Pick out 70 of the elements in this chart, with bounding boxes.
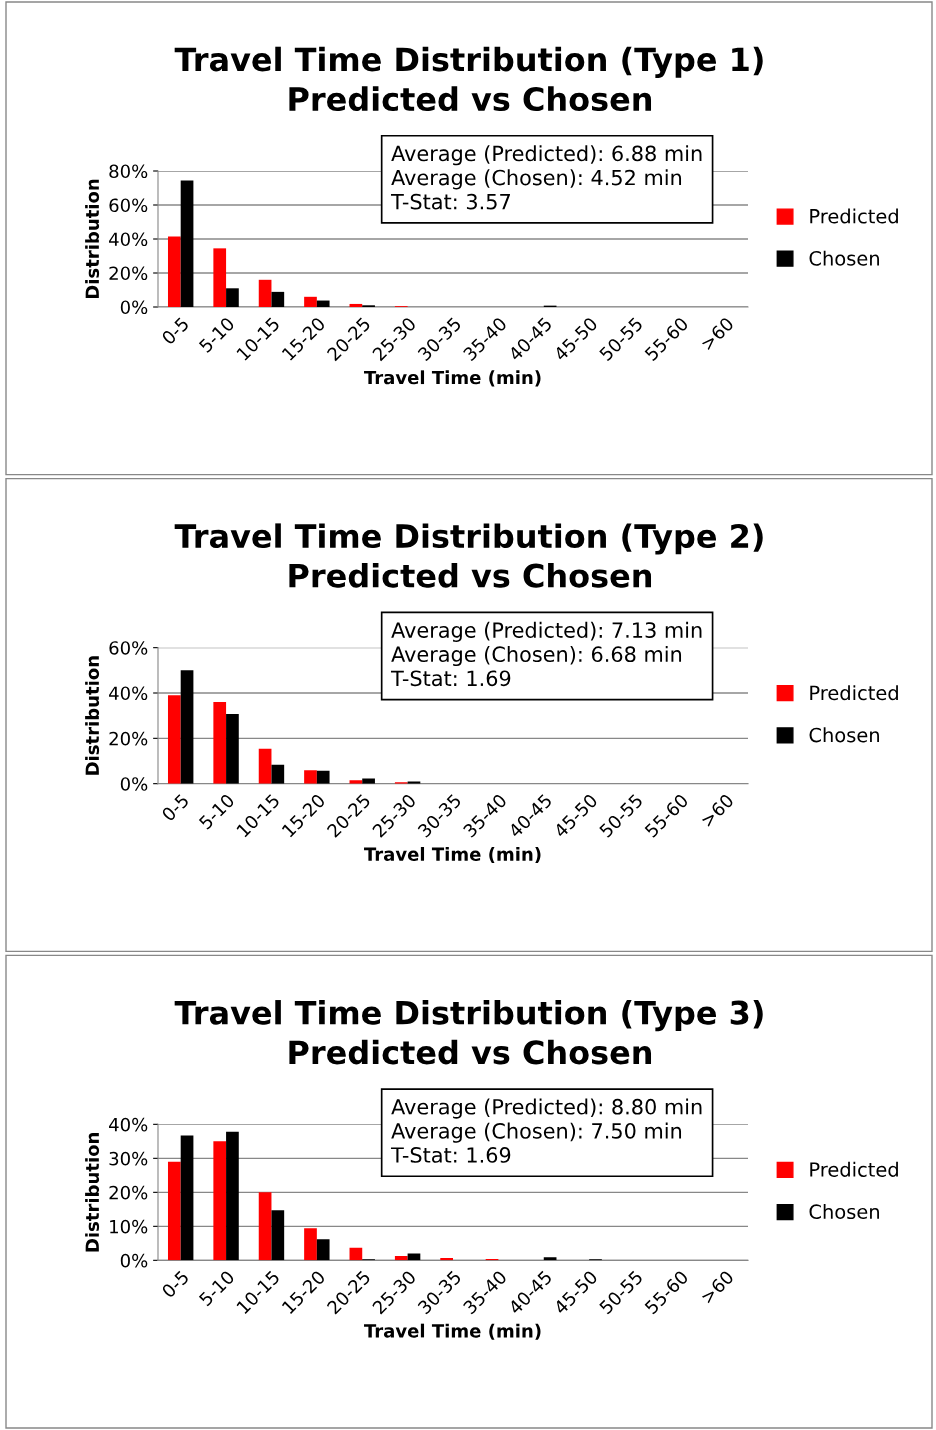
bar: [543, 1257, 557, 1261]
x-tick-label: 0-5: [160, 316, 190, 346]
y-tick-label: 0%: [120, 1253, 148, 1268]
bar: [304, 296, 317, 307]
bar: [167, 236, 181, 307]
bar: [349, 303, 363, 307]
legend-label: Chosen: [809, 727, 879, 743]
bar: [271, 764, 285, 784]
y-tick-label: 40%: [109, 1117, 148, 1132]
legend-label: Chosen: [809, 1204, 879, 1220]
legend-label: Predicted: [810, 208, 898, 224]
bar: [180, 1135, 194, 1261]
bar: [271, 1210, 285, 1261]
bar: [258, 279, 272, 307]
y-axis-title: Distribution: [85, 656, 100, 775]
bar: [316, 1239, 330, 1261]
bar: [167, 695, 181, 784]
y-tick-label: 40%: [109, 686, 148, 701]
y-tick-label: 60%: [109, 641, 148, 655]
bar: [394, 1255, 408, 1261]
bar: [226, 1131, 239, 1261]
bar: [213, 702, 227, 784]
text: Average (Predicted): 6.88 min: [391, 145, 702, 166]
y-tick-label: 30%: [109, 1151, 148, 1166]
annotation: Average (Chosen): 7.50 min: [391, 1122, 682, 1143]
bar: [180, 180, 194, 307]
text: Average (Predicted): 8.80 min: [391, 1098, 702, 1119]
y-tick-label: 60%: [109, 198, 148, 213]
bar: [213, 248, 227, 307]
bar: [304, 1228, 317, 1261]
y-tick-label: 0%: [120, 300, 148, 315]
bar: [362, 778, 375, 784]
bar: [226, 714, 239, 784]
legend-label: Predicted: [810, 1161, 898, 1177]
legend-label: Predicted: [810, 685, 898, 701]
bar: [349, 1247, 363, 1261]
annotation: Average (Chosen): 4.52 min: [391, 169, 682, 190]
bar: [271, 291, 285, 307]
chart-title: Travel Time Distribution (Type 3) Predicted vs Chosen: [174, 1000, 763, 1065]
annotation: T-Stat: 1.69: [390, 1147, 511, 1163]
annotation: T-Stat: 1.69: [390, 670, 511, 687]
y-tick-label: 10%: [110, 1219, 148, 1234]
x-tick-label: 0-5: [160, 793, 190, 822]
y-tick-label: 20%: [109, 1185, 148, 1200]
x-tick-label: 0-5: [160, 1270, 190, 1299]
bar: [304, 770, 317, 784]
bar: [180, 670, 194, 784]
y-tick-label: 20%: [109, 731, 148, 746]
x-axis-title: Travel Time (min): [364, 1323, 541, 1340]
y-tick-label: 80%: [109, 164, 148, 179]
x-axis-title: Travel Time (min): [364, 847, 541, 864]
legend-label: Chosen: [809, 250, 879, 266]
y-tick-label: 20%: [109, 266, 148, 281]
x-axis-title: Travel Time (min): [364, 370, 541, 387]
y-axis-title: Distribution: [85, 1132, 100, 1252]
bar: [258, 1192, 272, 1261]
bar: [316, 300, 330, 307]
text: Average (Predicted): 7.13 min: [391, 621, 702, 642]
bar: [213, 1141, 227, 1261]
annotation: T-Stat: 3.57: [390, 193, 510, 210]
y-axis-title: Distribution: [85, 179, 100, 299]
annotation: Average (Chosen): 6.68 min: [391, 645, 682, 667]
bar: [226, 288, 239, 307]
y-tick-label: 40%: [109, 232, 148, 247]
chart-title: Travel Time Distribution (Type 1) Predicted vs Chosen: [174, 46, 763, 112]
bar: [258, 748, 272, 784]
bar: [167, 1161, 181, 1261]
y-tick-label: 0%: [120, 777, 148, 791]
chart-title: Travel Time Distribution (Type 2) Predicted vs Chosen: [174, 523, 763, 588]
bar: [316, 770, 330, 784]
